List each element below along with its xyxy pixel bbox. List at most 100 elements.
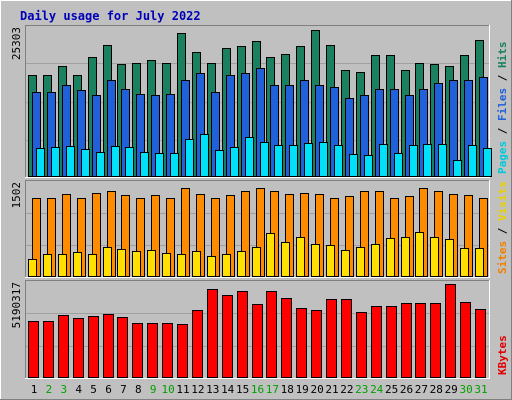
- x-tick-day-23: 23: [355, 383, 368, 396]
- bar-visits-day-22: [341, 250, 350, 277]
- legend-part: Pages: [496, 141, 509, 174]
- bar-kbytes-day-12: [192, 310, 203, 378]
- bar-kbytes-day-2: [43, 321, 54, 378]
- bar-pages-day-19: [304, 143, 313, 177]
- bar-kbytes-day-7: [117, 317, 128, 378]
- bar-pages-day-6: [111, 146, 120, 177]
- series-kbytes: [28, 284, 486, 378]
- bar-kbytes-day-5: [88, 316, 99, 378]
- bar-visits-day-8: [132, 251, 141, 277]
- bar-visits-day-1: [28, 259, 37, 277]
- chart-panels: 25303 Pages / Files / Hits 1502 Sites / Vis…: [10, 25, 509, 379]
- bar-pages-day-10: [170, 153, 179, 177]
- bar-visits-day-21: [326, 245, 335, 277]
- bar-visits-day-23: [356, 247, 365, 277]
- bar-kbytes-day-4: [73, 318, 84, 378]
- bar-kbytes-day-25: [386, 306, 397, 378]
- bar-visits-day-9: [147, 250, 156, 277]
- x-tick-day-3: 3: [60, 383, 67, 396]
- bar-pages-day-25: [394, 153, 403, 177]
- x-tick-day-31: 31: [474, 383, 487, 396]
- x-tick-day-14: 14: [221, 383, 235, 396]
- bar-pages-day-23: [364, 155, 373, 177]
- bar-pages-day-15: [245, 137, 254, 177]
- panel-legend-label: KBytes: [496, 335, 509, 375]
- x-tick-day-4: 4: [75, 383, 82, 396]
- x-tick-day-11: 11: [176, 383, 189, 396]
- x-tick-day-25: 25: [385, 383, 398, 396]
- bar-visits-day-16: [252, 247, 261, 277]
- legend-part: Visits: [496, 181, 509, 221]
- bar-pages-day-28: [438, 144, 447, 177]
- x-tick-day-17: 17: [266, 383, 279, 396]
- x-tick-day-13: 13: [206, 383, 219, 396]
- bar-pages-day-9: [155, 153, 164, 177]
- bar-pages-day-11: [185, 139, 194, 177]
- series-visits: [28, 232, 484, 277]
- bar-kbytes-day-8: [132, 323, 143, 378]
- legend-part: Sites: [496, 241, 509, 274]
- bar-visits-day-6: [103, 247, 112, 277]
- bar-pages-day-8: [140, 152, 149, 177]
- x-tick-day-6: 6: [105, 383, 112, 396]
- series-files: [32, 68, 488, 177]
- bar-pages-day-18: [289, 145, 298, 177]
- bar-kbytes-day-22: [341, 299, 352, 378]
- bar-visits-day-20: [311, 244, 320, 277]
- bar-visits-day-18: [281, 242, 290, 277]
- x-tick-day-18: 18: [281, 383, 294, 396]
- bar-visits-day-7: [117, 249, 126, 277]
- bar-pages-day-5: [96, 152, 105, 177]
- bar-visits-day-2: [43, 254, 52, 277]
- bar-pages-day-22: [349, 154, 358, 177]
- x-axis-day-labels: 1 2 3 4 5 6 7 8 9 10 11 12 13 14 15 16 17 18 19 20 21 22 23 24 2…: [31, 383, 488, 396]
- bar-pages-day-21: [334, 145, 343, 177]
- chart-title: Daily usage for July 2022: [20, 9, 201, 23]
- legend-part: /: [496, 221, 509, 241]
- bar-visits-day-24: [371, 244, 380, 277]
- bar-kbytes-day-29: [445, 284, 456, 378]
- bar-kbytes-day-18: [281, 298, 292, 378]
- bar-kbytes-day-10: [162, 323, 173, 378]
- panel-legend-label: Sites / Visits: [496, 181, 509, 274]
- bar-visits-day-26: [401, 237, 410, 277]
- bar-pages-day-31: [483, 148, 492, 177]
- bar-visits-day-25: [386, 238, 395, 277]
- bar-kbytes-day-9: [147, 323, 158, 378]
- bar-kbytes-day-28: [430, 303, 441, 378]
- bar-visits-day-13: [207, 256, 216, 277]
- bar-visits-day-19: [296, 237, 305, 277]
- x-tick-day-10: 10: [161, 383, 174, 396]
- bar-kbytes-day-24: [371, 306, 382, 378]
- bar-pages-day-3: [66, 146, 75, 177]
- x-tick-day-1: 1: [31, 383, 38, 396]
- bar-visits-day-4: [73, 252, 82, 277]
- x-tick-day-8: 8: [135, 383, 142, 396]
- panel-visits_sites: 1502 Sites / Visits: [10, 180, 509, 278]
- bar-visits-day-31: [475, 248, 484, 277]
- bar-kbytes-day-23: [356, 312, 367, 378]
- x-tick-day-7: 7: [120, 383, 127, 396]
- panel-legend-label: Pages / Files / Hits: [496, 42, 509, 175]
- bar-visits-day-29: [445, 239, 454, 277]
- bar-kbytes-day-13: [207, 289, 218, 378]
- x-tick-day-19: 19: [296, 383, 309, 396]
- bar-pages-day-26: [409, 145, 418, 177]
- x-tick-day-26: 26: [400, 383, 413, 396]
- bar-pages-day-16: [260, 142, 269, 177]
- bar-visits-day-5: [88, 254, 97, 277]
- bar-kbytes-day-19: [296, 308, 307, 378]
- bar-pages-day-4: [81, 149, 90, 177]
- legend-part: /: [496, 121, 509, 141]
- panel-max-label: 5190317: [10, 282, 23, 328]
- bar-pages-day-17: [274, 145, 283, 177]
- bar-pages-day-14: [230, 147, 239, 177]
- bar-visits-day-30: [460, 248, 469, 277]
- x-tick-day-5: 5: [90, 383, 97, 396]
- bar-kbytes-day-21: [326, 299, 337, 378]
- x-tick-day-22: 22: [340, 383, 353, 396]
- bar-kbytes-day-31: [475, 309, 486, 378]
- bar-visits-day-11: [177, 254, 186, 277]
- bar-pages-day-12: [200, 134, 209, 177]
